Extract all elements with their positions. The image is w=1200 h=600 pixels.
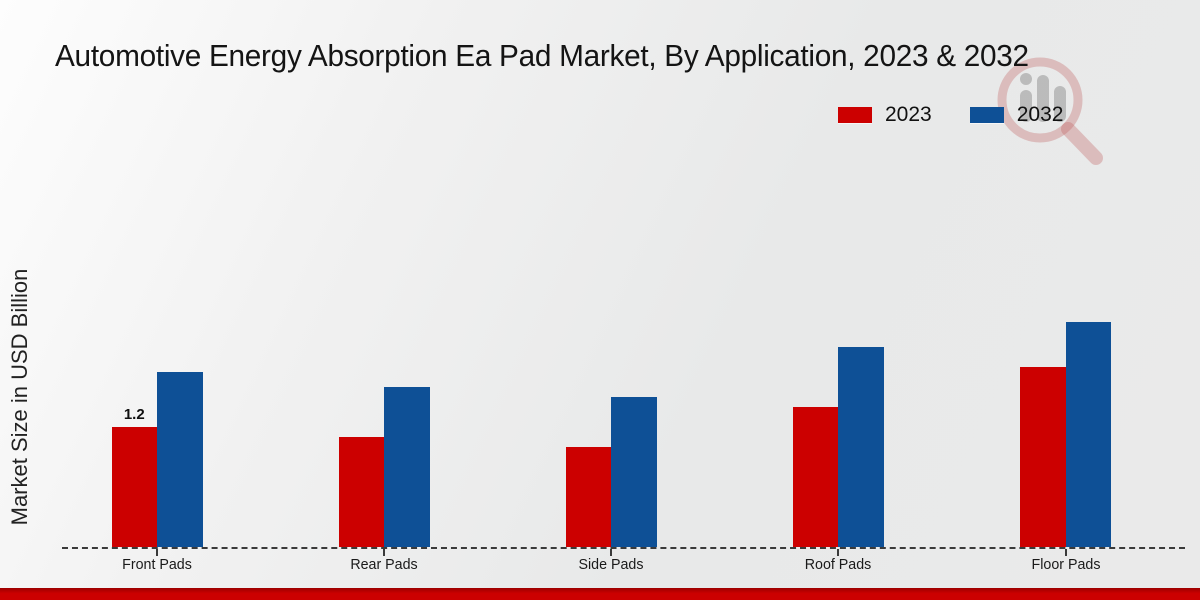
category-label-side-pads: Side Pads	[578, 556, 644, 573]
legend-label-2032: 2032	[1016, 103, 1064, 126]
legend-swatch-2023	[838, 107, 872, 123]
bar-2032-front-pads	[157, 372, 203, 547]
bar-2023-front-pads	[111, 427, 157, 547]
bar-2032-roof-pads	[838, 347, 884, 547]
axis-tick-rear-pads	[383, 549, 385, 556]
footer-accent-strip	[0, 588, 1200, 600]
legend-label-2023: 2023	[885, 103, 932, 126]
legend: 2023 2032	[838, 103, 1063, 127]
chart-title: Automotive Energy Absorption Ea Pad Mark…	[55, 38, 1029, 73]
bar-2023-rear-pads	[338, 437, 384, 547]
axis-tick-front-pads	[156, 549, 158, 556]
bar-2023-side-pads	[565, 447, 611, 547]
bar-2023-floor-pads	[1020, 367, 1066, 547]
magnifier-bar-chart-watermark-icon	[997, 57, 1103, 165]
axis-tick-roof-pads	[837, 549, 839, 556]
legend-swatch-2032	[969, 107, 1004, 123]
category-label-front-pads: Front Pads	[122, 556, 192, 573]
bar-2032-floor-pads	[1065, 322, 1111, 547]
category-label-roof-pads: Roof Pads	[804, 556, 872, 573]
legend-item-2023: 2023	[838, 103, 932, 127]
category-label-floor-pads: Floor Pads	[1031, 556, 1100, 573]
bar-value-label-2023-front-pads: 1.2	[123, 406, 145, 423]
bar-2032-rear-pads	[384, 387, 430, 547]
y-axis-label: Market Size in USD Billion	[7, 268, 32, 526]
axis-tick-side-pads	[610, 549, 612, 556]
bar-2023-roof-pads	[792, 407, 838, 547]
legend-item-2032: 2032	[969, 103, 1064, 127]
x-axis-baseline	[62, 547, 1185, 549]
bar-2032-side-pads	[611, 397, 657, 547]
category-label-rear-pads: Rear Pads	[350, 556, 418, 573]
axis-tick-floor-pads	[1064, 549, 1067, 556]
